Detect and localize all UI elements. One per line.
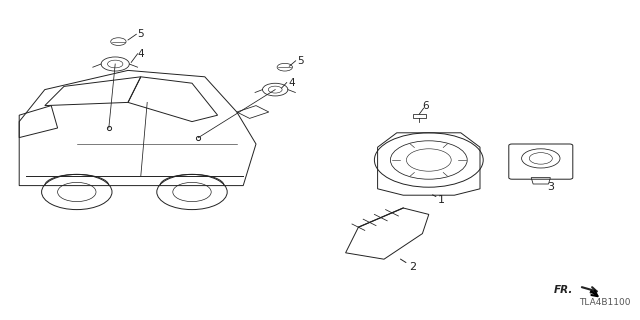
Text: 4: 4 — [138, 49, 144, 60]
Text: 2: 2 — [409, 262, 417, 272]
Text: 3: 3 — [547, 182, 554, 192]
Text: FR.: FR. — [554, 284, 573, 295]
Text: 5: 5 — [298, 56, 304, 67]
Text: 5: 5 — [138, 28, 144, 39]
Text: 1: 1 — [438, 195, 444, 205]
Text: 6: 6 — [422, 101, 429, 111]
Text: TLA4B1100: TLA4B1100 — [579, 298, 630, 307]
Text: 4: 4 — [288, 78, 294, 88]
